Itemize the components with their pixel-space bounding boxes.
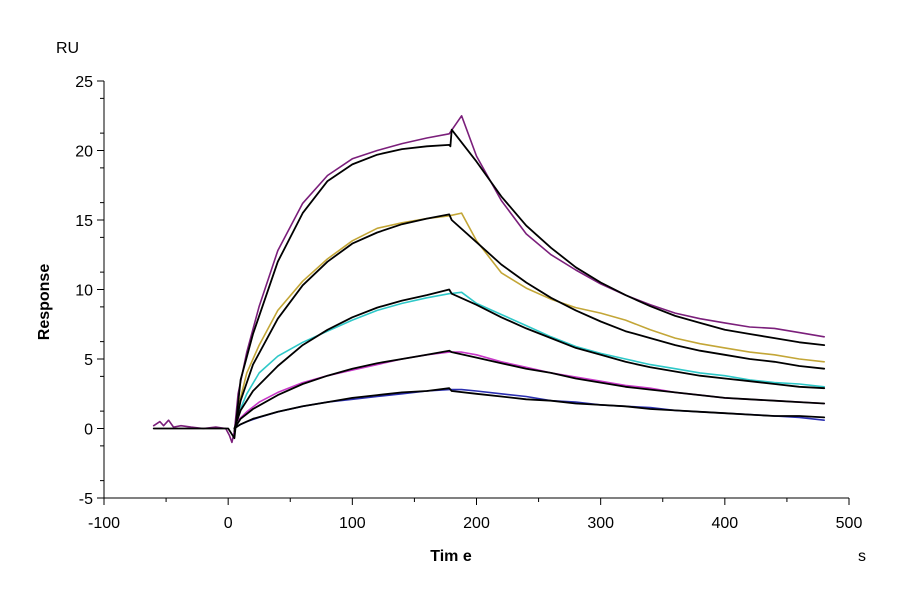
plot-lines [152, 115, 826, 444]
x-tick-label: 300 [587, 515, 614, 532]
fit-curve [152, 128, 826, 440]
fit-curve [233, 288, 826, 430]
x-tick-label: -100 [88, 515, 120, 532]
y-tick-label: 10 [75, 283, 93, 300]
y-tick-label: 5 [84, 352, 93, 369]
y-tick-label: 20 [75, 144, 93, 161]
x-tick-label: 200 [463, 515, 490, 532]
x-tick-label: 100 [339, 515, 366, 532]
x-tick-label: 0 [224, 515, 233, 532]
fit-curve [233, 387, 826, 430]
x-tick-label: 500 [836, 515, 863, 532]
y-tick-label: 25 [75, 74, 93, 91]
axes: -5 0 5 10 15 20 25 -100 0 100 200 300 400 500 [75, 74, 862, 532]
measured-curve [237, 212, 825, 409]
fit-curve [233, 349, 826, 430]
measured-curve [237, 291, 825, 416]
y-unit-label: RU [56, 40, 79, 57]
y-axis-title: Response [36, 264, 53, 341]
y-tick-label: 15 [75, 213, 93, 230]
y-tick-label: 0 [84, 422, 93, 439]
fit-curve [233, 213, 826, 433]
x-axis-title: Tim e [430, 548, 472, 565]
x-tick-label: 400 [711, 515, 738, 532]
x-unit-label: s [858, 548, 866, 565]
y-tick-label: -5 [79, 491, 93, 508]
